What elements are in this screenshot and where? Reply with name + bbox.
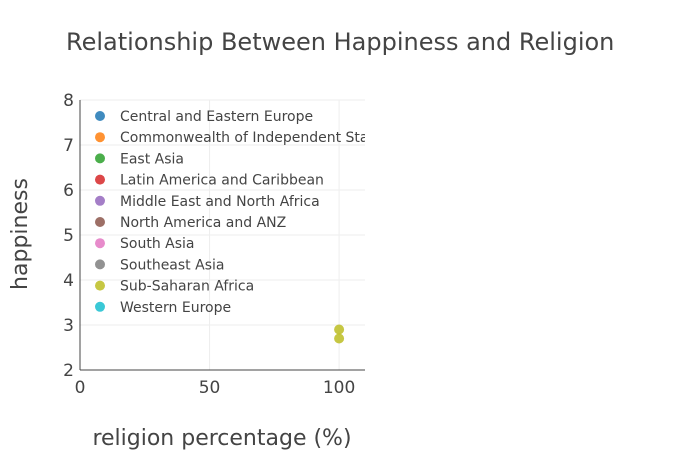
x-tick-label: 100 [323,378,355,398]
x-axis-title: religion percentage (%) [92,426,351,450]
legend-marker[interactable] [95,301,105,312]
legend-label[interactable]: Sub-Saharan Africa [120,279,254,295]
y-tick-label: 5 [63,226,74,246]
data-point[interactable] [334,324,345,335]
x-tick-label: 50 [199,378,221,398]
legend-items: Central and Eastern Europe Commonwealth o… [95,109,390,316]
y-axis-title: happiness [8,178,33,290]
legend-label[interactable]: Middle East and North Africa [120,194,320,210]
chart-title: Relationship Between Happiness and Relig… [66,28,614,56]
y-tick-label: 7 [63,136,74,156]
legend-label[interactable]: Commonwealth of Independent States [120,130,390,146]
data-points [334,324,345,344]
legend-label[interactable]: South Asia [120,236,194,252]
y-tick-label: 6 [63,181,74,201]
y-tick-label: 2 [63,361,74,381]
legend-marker[interactable] [95,217,105,227]
y-tick-label: 3 [63,316,74,336]
y-tick-label: 8 [63,91,74,111]
legend-marker[interactable] [95,174,105,185]
legend-marker[interactable] [95,132,105,143]
legend: Central and Eastern Europe Commonwealth o… [95,109,390,316]
legend-label[interactable]: Southeast Asia [120,257,224,273]
legend-marker[interactable] [95,259,105,270]
legend-marker[interactable] [95,280,105,291]
legend-label[interactable]: North America and ANZ [120,215,286,231]
legend-label[interactable]: Western Europe [120,300,231,316]
legend-label[interactable]: Central and Eastern Europe [120,109,313,125]
legend-marker[interactable] [95,195,105,206]
axes: 2 3 4 5 6 7 8 0 50 100 [63,91,365,398]
legend-marker[interactable] [95,238,105,249]
legend-label[interactable]: East Asia [120,151,184,167]
grid-lines [80,99,365,370]
legend-label[interactable]: Latin America and Caribbean [120,173,324,189]
x-tick-label: 0 [75,378,86,398]
y-tick-label: 4 [63,271,74,291]
legend-marker[interactable] [95,153,105,164]
legend-marker[interactable] [95,111,105,121]
data-point[interactable] [334,333,345,344]
